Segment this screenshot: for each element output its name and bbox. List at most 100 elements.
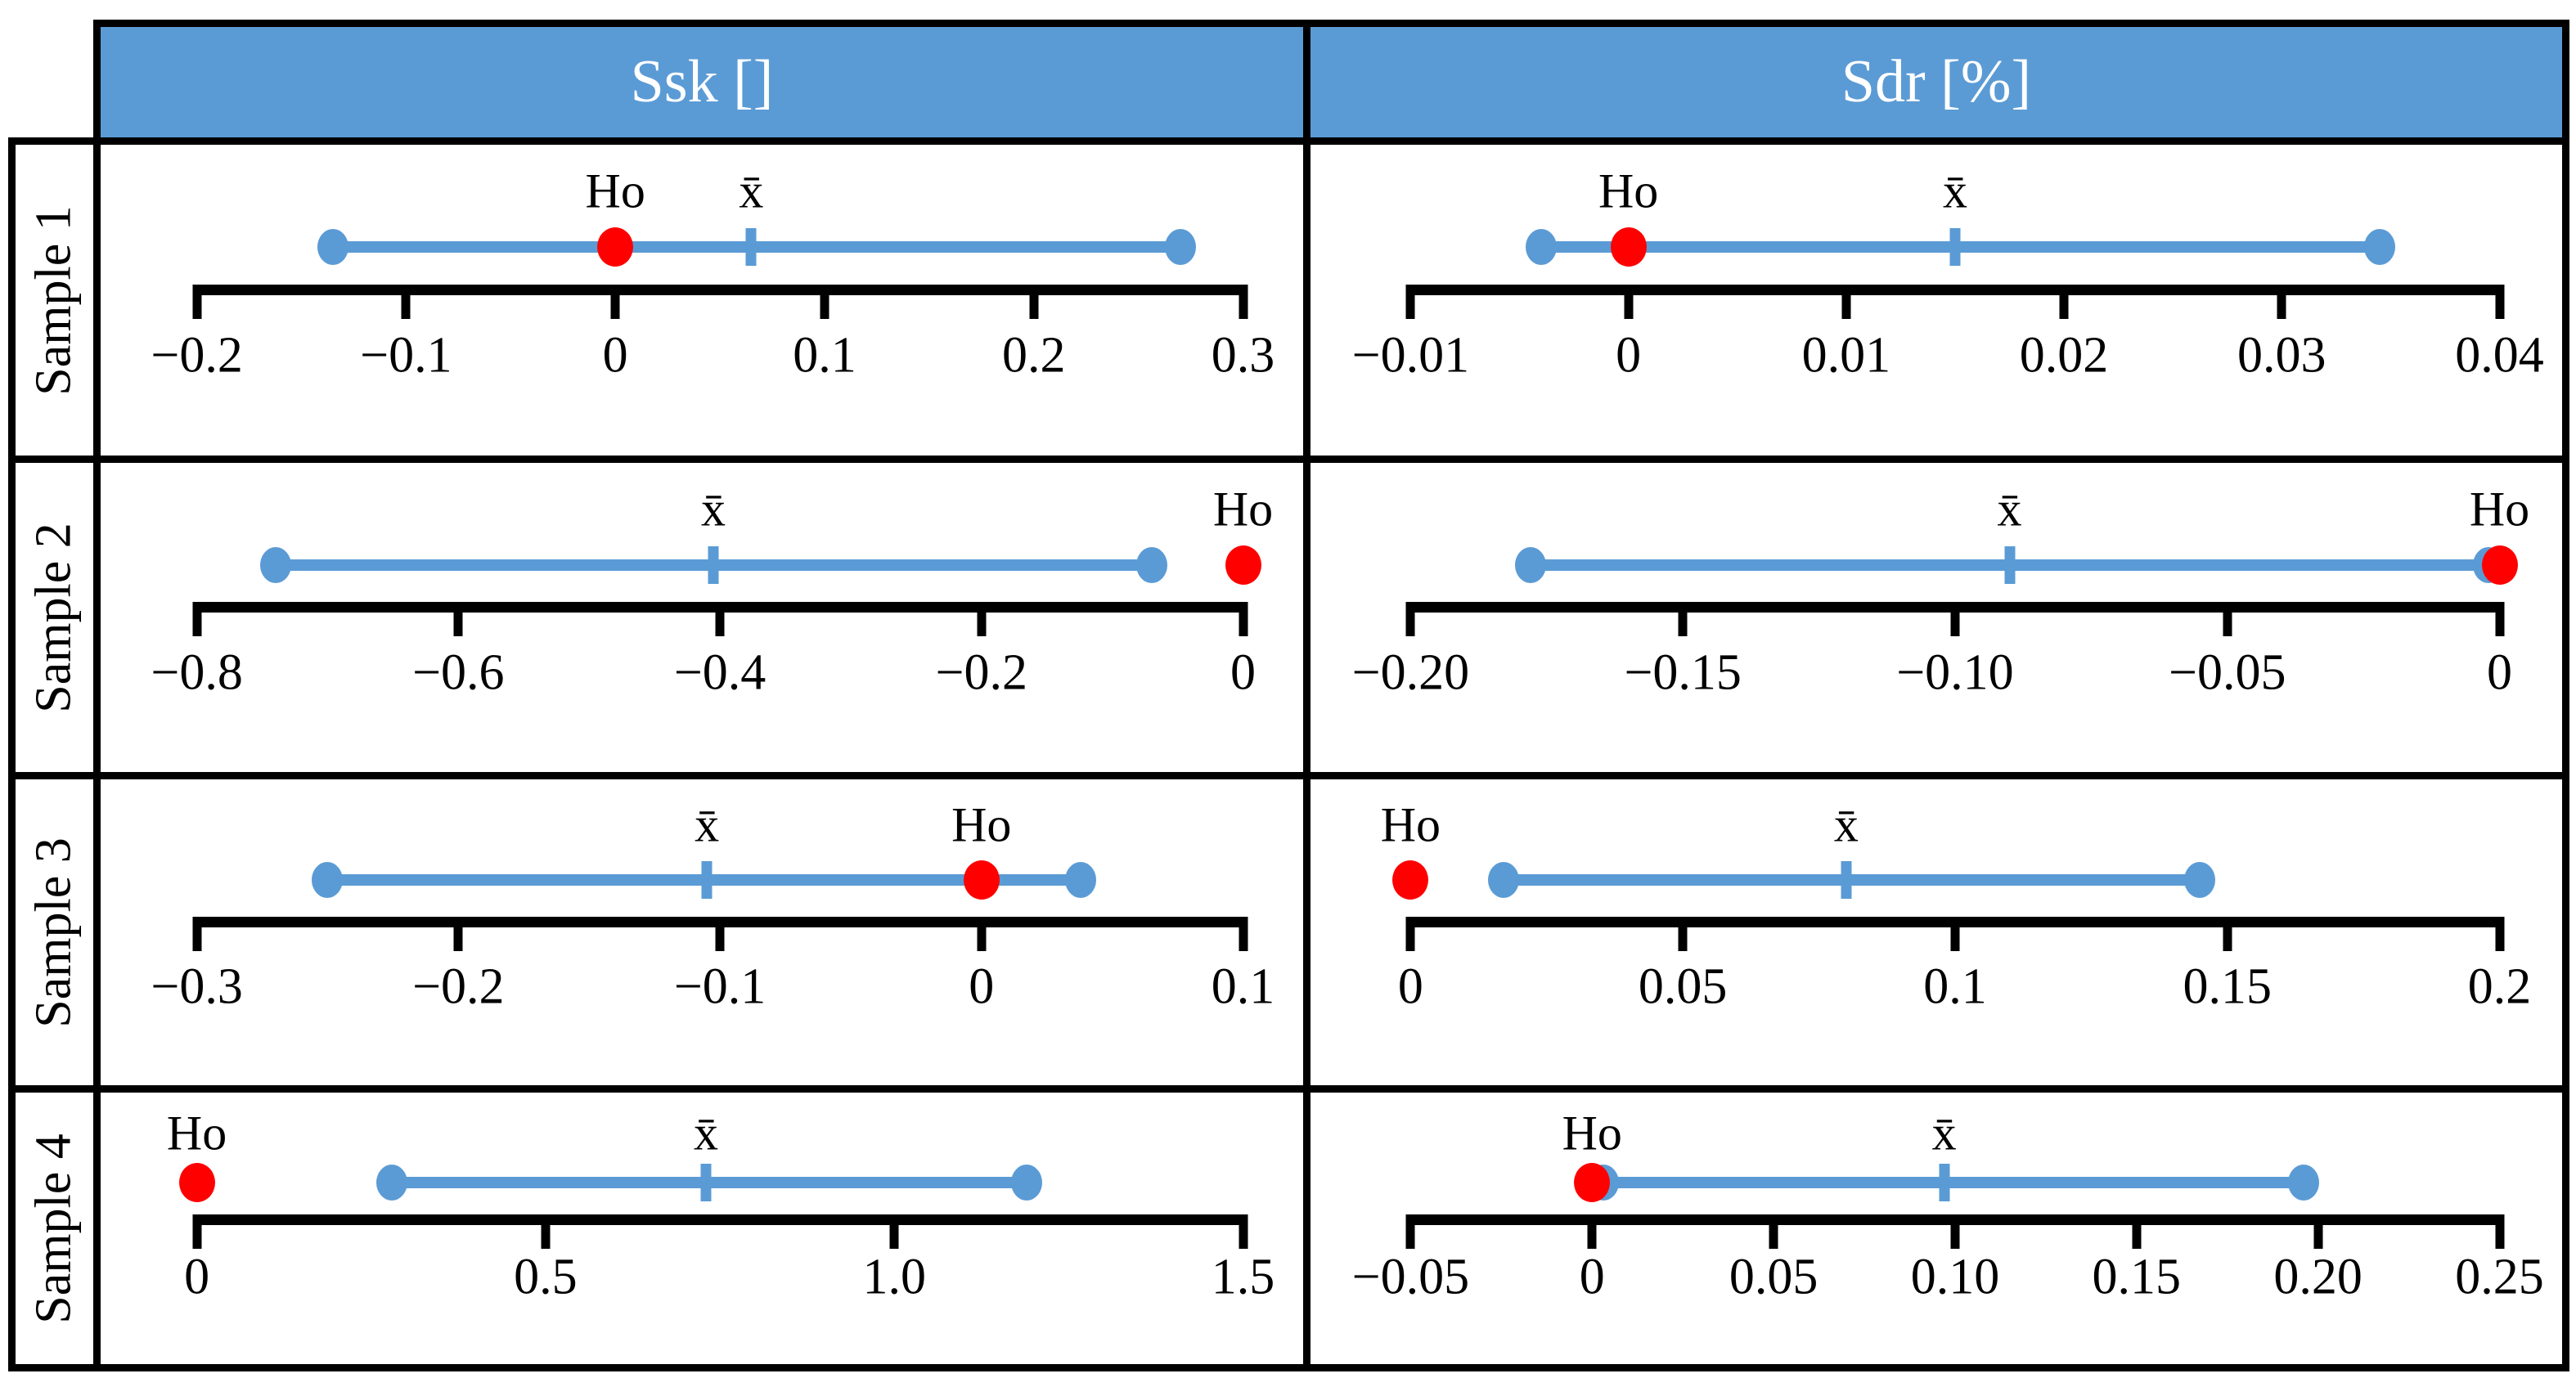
mean-marker — [701, 861, 713, 900]
plot-cell-sample1-sdr: −0.01 0 0.01 0.02 0.03 0.04 x̄ Ho — [1310, 145, 2562, 456]
ho-marker-icon — [178, 1162, 215, 1202]
mean-label: x̄ — [1931, 1106, 1957, 1160]
ho-label: Ho — [1380, 797, 1441, 852]
x-axis-tick-label: 0.20 — [2273, 1249, 2362, 1305]
x-axis-tick-label: 0 — [969, 958, 995, 1015]
x-axis-tick — [1950, 1214, 1960, 1250]
ci-endpoint-low-icon — [312, 862, 344, 899]
x-axis-tick-label: 0 — [602, 327, 628, 384]
x-axis-tick-label: −0.4 — [673, 644, 767, 701]
x-axis-tick — [1239, 602, 1248, 637]
x-axis-tick — [1405, 917, 1415, 952]
ci-endpoint-high-icon — [2364, 229, 2396, 266]
x-axis-tick-label: −0.2 — [151, 327, 243, 384]
ho-marker-icon — [1392, 860, 1429, 900]
column-header-sdr-label: Sdr [%] — [1841, 48, 2032, 115]
plot-cell-sample2-ssk: −0.8 −0.6 −0.4 −0.2 0 x̄ Ho — [101, 463, 1303, 772]
ho-label: Ho — [585, 164, 645, 218]
x-axis-tick — [2495, 285, 2504, 319]
x-axis-tick-label: −0.3 — [151, 958, 243, 1015]
confidence-interval-line — [1503, 874, 2201, 886]
ho-label: Ho — [1212, 482, 1274, 536]
x-axis-tick-label: 0.15 — [2183, 958, 2272, 1015]
x-axis-tick — [977, 917, 987, 952]
mean-label: x̄ — [739, 164, 764, 218]
x-axis-tick — [977, 602, 987, 637]
plot-cell-sample4-sdr: −0.05 0 0.05 0.10 0.15 0.20 0.25 x̄ Ho — [1310, 1093, 2562, 1364]
x-axis-tick-label: −0.2 — [935, 644, 1027, 701]
x-axis-tick — [1678, 602, 1688, 637]
mean-marker — [700, 1163, 712, 1201]
mean-label: x̄ — [701, 482, 726, 536]
x-axis-tick-label: 0.2 — [2467, 958, 2532, 1015]
ho-marker-icon — [1225, 545, 1261, 585]
x-axis-tick — [192, 1214, 202, 1250]
ho-label: Ho — [951, 797, 1012, 852]
x-axis-tick — [1624, 285, 1634, 319]
x-axis-tick — [2277, 285, 2286, 319]
x-axis-tick — [2059, 285, 2069, 319]
x-axis-tick — [1405, 602, 1415, 637]
x-axis-tick-label: 0 — [1616, 327, 1642, 384]
row-header-sample-1-label: Sample 1 — [26, 204, 83, 396]
mean-label: x̄ — [1997, 482, 2022, 536]
x-axis-tick — [2132, 1214, 2142, 1250]
x-axis-tick — [1587, 1214, 1597, 1250]
x-axis-tick — [2313, 1214, 2323, 1250]
ci-endpoint-low-icon — [1526, 229, 1558, 266]
ho-label: Ho — [1598, 164, 1659, 218]
mean-label: x̄ — [1833, 797, 1859, 852]
x-axis-tick — [192, 917, 202, 952]
figure-page: Ssk [] Sdr [%] Sample 1 −0.2 −0.1 0 0.1 0.2 0… — [8, 20, 2569, 1371]
ci-endpoint-low-icon — [1514, 546, 1546, 583]
x-axis-tick-label: −0.05 — [2168, 644, 2286, 701]
x-axis-tick — [1239, 917, 1248, 952]
x-axis-tick-label: 0.05 — [1638, 958, 1728, 1015]
x-axis-tick-label: 0 — [1230, 644, 1256, 701]
x-axis-tick — [541, 1214, 551, 1250]
x-axis-tick — [2495, 1214, 2504, 1250]
row-header-sample-3: Sample 3 — [16, 779, 93, 1085]
ci-endpoint-high-icon — [1135, 546, 1167, 583]
x-axis-tick-label: 0.2 — [1001, 327, 1066, 384]
x-axis-tick-label: 0.3 — [1211, 327, 1275, 384]
x-axis-tick — [192, 602, 202, 637]
plot-cell-sample3-ssk: −0.3 −0.2 −0.1 0 0.1 x̄ Ho — [101, 779, 1303, 1085]
row-header-sample-2: Sample 2 — [16, 463, 93, 772]
x-axis-tick — [2495, 602, 2504, 637]
x-axis-tick-label: −0.20 — [1351, 644, 1470, 701]
x-axis-tick-label: −0.8 — [151, 644, 243, 701]
mean-label: x̄ — [1942, 164, 1967, 218]
x-axis-tick-label: 0 — [184, 1249, 210, 1305]
x-axis-tick — [401, 285, 411, 319]
ho-marker-icon — [2481, 545, 2518, 585]
x-axis-tick-label: 0.03 — [2237, 327, 2326, 384]
row-header-sample-3-label: Sample 3 — [26, 837, 83, 1028]
ci-endpoint-high-icon — [1065, 862, 1097, 899]
ho-label: Ho — [166, 1106, 227, 1160]
ho-marker-icon — [1574, 1162, 1611, 1202]
x-axis-tick — [889, 1214, 899, 1250]
x-axis-line — [196, 285, 1243, 295]
x-axis-tick — [1405, 1214, 1415, 1250]
x-axis-tick-label: 0.15 — [2092, 1249, 2182, 1305]
x-axis-tick — [820, 285, 829, 319]
mean-marker — [2004, 545, 2015, 584]
ci-endpoint-high-icon — [1164, 229, 1196, 266]
x-axis-tick — [715, 917, 725, 952]
ci-endpoint-high-icon — [1011, 1164, 1043, 1201]
x-axis-tick-label: 0.1 — [793, 327, 856, 384]
x-axis-tick — [1405, 285, 1415, 319]
ci-endpoint-low-icon — [1487, 862, 1519, 899]
x-axis-tick-label: 0 — [1579, 1249, 1605, 1305]
x-axis-tick-label: −0.05 — [1351, 1249, 1470, 1305]
x-axis-tick-label: 1.0 — [862, 1249, 926, 1305]
mean-marker — [1841, 861, 1852, 900]
x-axis-line — [196, 1214, 1243, 1226]
x-axis-tick — [192, 285, 202, 319]
ci-endpoint-high-icon — [2184, 862, 2216, 899]
x-axis-tick — [2223, 602, 2232, 637]
x-axis-tick — [1841, 285, 1851, 319]
x-axis-tick-label: 0 — [1397, 958, 1423, 1015]
plot-cell-sample1-ssk: −0.2 −0.1 0 0.1 0.2 0.3 x̄ Ho — [101, 145, 1303, 456]
